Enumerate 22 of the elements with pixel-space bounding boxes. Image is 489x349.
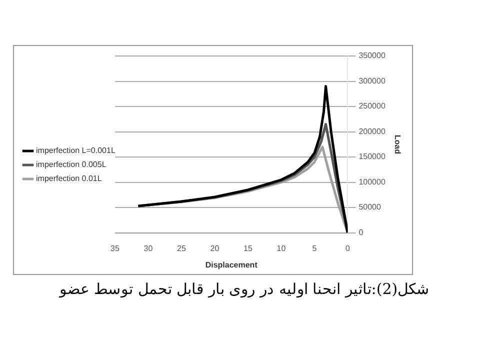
y-tick-label: 100000 (358, 177, 386, 186)
y-axis-title: Load (392, 134, 402, 154)
x-tick-label: 5 (312, 244, 318, 253)
x-tick-label: 15 (244, 244, 253, 253)
text: شکل(2):تاثیر انحنا اولیه در روی بار قابل تحمل توسط عضو (58, 280, 431, 298)
y-tick-label: 200000 (358, 126, 386, 136)
x-axis-title: Displacement (205, 260, 258, 270)
legend-label: imperfection 0.01L (36, 174, 102, 184)
legend-label: imperfection L=0.001L (36, 146, 116, 156)
y-tick-label: 0 (358, 228, 364, 238)
y-tick-label: 150000 (358, 152, 386, 162)
y-tick-label: 50000 (358, 202, 382, 212)
x-tick-label: 35 (110, 244, 120, 253)
x-tick-label: 10 (276, 244, 286, 253)
y-tick-label: 250000 (358, 102, 386, 111)
y-tick-label: 350000 (358, 51, 386, 60)
legend-label: imperfection 0.005L (36, 160, 107, 170)
x-tick-label: 0 (345, 244, 350, 253)
x-tick-label: 30 (144, 244, 154, 253)
y-tick-label: 300000 (358, 76, 386, 86)
x-tick-label: 25 (177, 244, 186, 253)
x-tick-label: 20 (210, 244, 220, 253)
